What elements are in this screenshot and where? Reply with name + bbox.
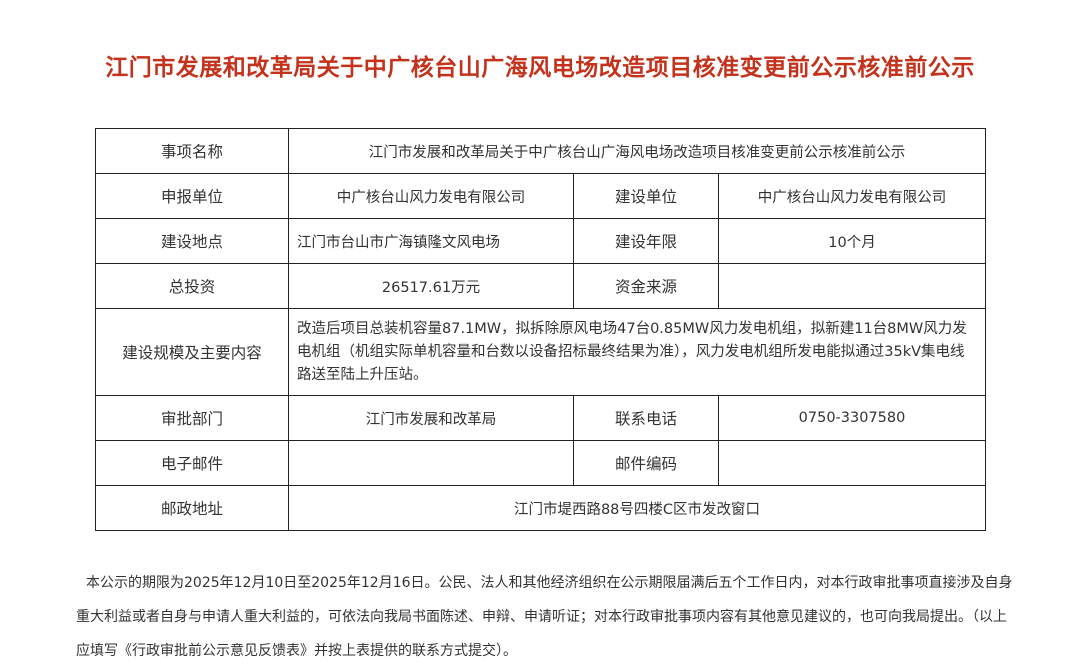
- dept-value: 江门市发展和改革局: [288, 395, 574, 441]
- postcode-value: [718, 440, 986, 486]
- table-row: 电子邮件 邮件编码: [95, 440, 986, 486]
- phone-value: 0750-3307580: [718, 395, 986, 441]
- address-label: 邮政地址: [95, 485, 289, 531]
- address-value: 江门市堤西路88号四楼C区市发改窗口: [288, 485, 986, 531]
- table-row: 邮政地址 江门市堤西路88号四楼C区市发改窗口: [95, 485, 986, 531]
- scope-value: 改造后项目总装机容量87.1MW，拟拆除原风电场47台0.85MW风力发电机组，…: [288, 308, 986, 396]
- item-name-value: 江门市发展和改革局关于中广核台山广海风电场改造项目核准变更前公示核准前公示: [288, 128, 986, 174]
- item-name-label: 事项名称: [95, 128, 289, 174]
- funding-label: 资金来源: [573, 263, 719, 309]
- funding-value: [718, 263, 986, 309]
- email-label: 电子邮件: [95, 440, 289, 486]
- applicant-value: 中广核台山风力发电有限公司: [288, 173, 574, 219]
- duration-value: 10个月: [718, 218, 986, 264]
- info-table: 事项名称 江门市发展和改革局关于中广核台山广海风电场改造项目核准变更前公示核准前…: [95, 128, 986, 531]
- page-title: 江门市发展和改革局关于中广核台山广海风电场改造项目核准变更前公示核准前公示: [105, 55, 975, 81]
- table-row: 事项名称 江门市发展和改革局关于中广核台山广海风电场改造项目核准变更前公示核准前…: [95, 128, 986, 174]
- table-row: 建设地点 江门市台山市广海镇隆文风电场 建设年限 10个月: [95, 218, 986, 264]
- duration-label: 建设年限: [573, 218, 719, 264]
- postcode-label: 邮件编码: [573, 440, 719, 486]
- location-label: 建设地点: [95, 218, 289, 264]
- builder-label: 建设单位: [573, 173, 719, 219]
- table-row: 建设规模及主要内容 改造后项目总装机容量87.1MW，拟拆除原风电场47台0.8…: [95, 308, 986, 396]
- investment-label: 总投资: [95, 263, 289, 309]
- table-row: 总投资 26517.61万元 资金来源: [95, 263, 986, 309]
- phone-label: 联系电话: [573, 395, 719, 441]
- scope-label: 建设规模及主要内容: [95, 308, 289, 396]
- investment-value: 26517.61万元: [288, 263, 574, 309]
- applicant-label: 申报单位: [95, 173, 289, 219]
- table-row: 审批部门 江门市发展和改革局 联系电话 0750-3307580: [95, 395, 986, 441]
- table-row: 申报单位 中广核台山风力发电有限公司 建设单位 中广核台山风力发电有限公司: [95, 173, 986, 219]
- notice-paragraph: 本公示的期限为2025年12月10日至2025年12月16日。公民、法人和其他经…: [76, 575, 1013, 659]
- location-value: 江门市台山市广海镇隆文风电场: [288, 218, 574, 264]
- dept-label: 审批部门: [95, 395, 289, 441]
- builder-value: 中广核台山风力发电有限公司: [718, 173, 986, 219]
- email-value: [288, 440, 574, 486]
